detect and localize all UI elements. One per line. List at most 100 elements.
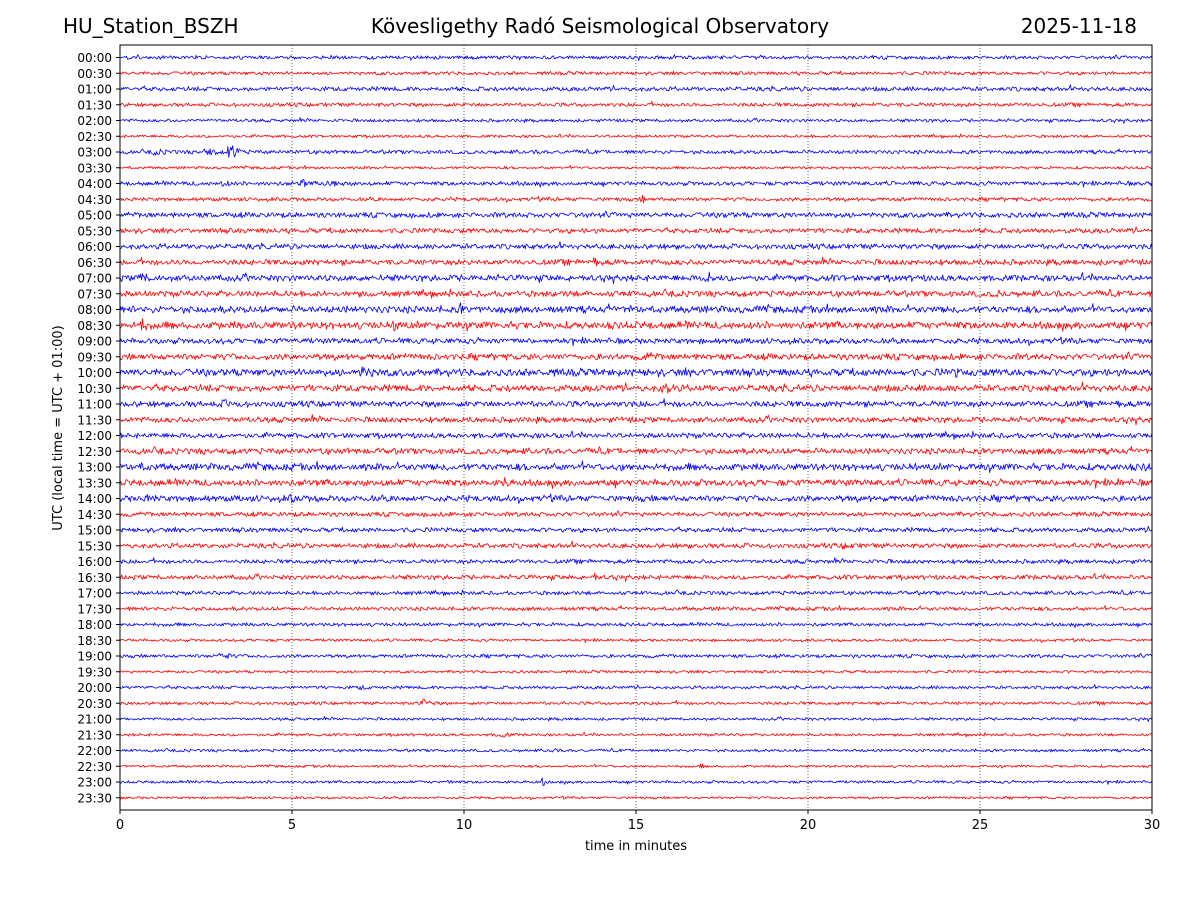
row-time-label: 08:00 bbox=[77, 303, 112, 317]
seismic-trace-1530 bbox=[119, 540, 1153, 550]
station-name: HU_Station_BSZH bbox=[63, 14, 239, 38]
seismic-trace-1100 bbox=[119, 398, 1153, 409]
row-time-label: 20:00 bbox=[77, 681, 112, 695]
row-time-label: 18:30 bbox=[77, 634, 112, 648]
seismic-trace-1500 bbox=[119, 525, 1153, 534]
row-time-label: 03:00 bbox=[77, 146, 112, 160]
seismic-trace-0430 bbox=[119, 194, 1153, 204]
seismic-trace-0100 bbox=[119, 84, 1153, 92]
grid-layer bbox=[291, 45, 981, 810]
row-time-label: 17:30 bbox=[77, 602, 112, 616]
seismic-trace-0200 bbox=[119, 117, 1153, 124]
x-tick-label: 10 bbox=[456, 818, 473, 833]
row-time-label: 23:00 bbox=[77, 776, 112, 790]
row-time-label: 16:00 bbox=[77, 555, 112, 569]
row-time-label: 19:30 bbox=[77, 665, 112, 679]
seismic-trace-1830 bbox=[119, 637, 1153, 644]
seismic-trace-1330 bbox=[119, 477, 1153, 489]
seismic-trace-0230 bbox=[119, 133, 1152, 139]
row-time-label: 14:00 bbox=[77, 492, 112, 506]
row-time-label: 05:00 bbox=[77, 209, 112, 223]
trace-layer bbox=[119, 54, 1153, 801]
seismic-trace-0930 bbox=[119, 351, 1153, 362]
row-time-label: 12:30 bbox=[77, 445, 112, 459]
row-time-label: 17:00 bbox=[77, 587, 112, 601]
row-time-label: 19:00 bbox=[77, 650, 112, 664]
row-time-label: 05:30 bbox=[77, 224, 112, 238]
seismic-trace-0500 bbox=[119, 210, 1153, 219]
row-time-label: 01:00 bbox=[77, 83, 112, 97]
seismic-trace-1130 bbox=[119, 414, 1153, 426]
row-time-label: 11:00 bbox=[77, 398, 112, 412]
row-time-label: 20:30 bbox=[77, 697, 112, 711]
seismic-trace-1000 bbox=[119, 366, 1153, 378]
seismic-trace-0630 bbox=[119, 256, 1153, 267]
seismic-trace-1630 bbox=[119, 572, 1153, 582]
row-time-label: 15:30 bbox=[77, 539, 112, 553]
seismic-trace-0800 bbox=[119, 302, 1153, 315]
row-time-label: 04:00 bbox=[77, 177, 112, 191]
seismic-trace-1230 bbox=[119, 445, 1153, 456]
x-tick-label: 5 bbox=[288, 818, 296, 833]
seismic-trace-2130 bbox=[119, 731, 1153, 738]
row-time-label: 01:30 bbox=[77, 98, 112, 112]
row-time-label: 08:30 bbox=[77, 319, 112, 333]
row-time-label: 03:30 bbox=[77, 161, 112, 175]
seismic-trace-0530 bbox=[119, 226, 1153, 235]
seismic-trace-2000 bbox=[119, 684, 1153, 691]
row-time-label: 10:00 bbox=[77, 366, 112, 380]
x-tick-label: 30 bbox=[1144, 818, 1161, 833]
row-time-label: 22:00 bbox=[77, 744, 112, 758]
row-time-label: 06:30 bbox=[77, 256, 112, 270]
seismic-trace-0900 bbox=[119, 336, 1153, 347]
seismic-trace-0300 bbox=[119, 145, 1153, 158]
row-time-label: 14:30 bbox=[77, 508, 112, 522]
row-time-label: 12:00 bbox=[77, 429, 112, 443]
seismic-trace-0330 bbox=[119, 164, 1153, 171]
seismic-trace-0400 bbox=[119, 179, 1153, 188]
row-time-label: 02:00 bbox=[77, 114, 112, 128]
row-time-label: 02:30 bbox=[77, 130, 112, 144]
x-tick-layer: 0 5 10 15 20 25 30 bbox=[116, 810, 1160, 833]
seismic-trace-0030 bbox=[119, 70, 1153, 76]
x-axis-label: time in minutes bbox=[585, 839, 687, 854]
row-time-label: 21:30 bbox=[77, 728, 112, 742]
seismic-trace-1430 bbox=[119, 510, 1153, 518]
seismic-trace-2330 bbox=[119, 795, 1153, 801]
seismic-trace-1900 bbox=[119, 652, 1153, 659]
x-tick-label: 25 bbox=[972, 818, 989, 833]
plot-date: 2025-11-18 bbox=[1020, 14, 1137, 38]
seismic-trace-0130 bbox=[119, 100, 1153, 108]
row-time-label: 23:30 bbox=[77, 791, 112, 805]
y-axis-label: UTC (local time = UTC + 01:00) bbox=[51, 325, 66, 530]
seismic-trace-0600 bbox=[119, 241, 1153, 250]
seismic-trace-1930 bbox=[119, 669, 1153, 674]
row-time-label: 09:30 bbox=[77, 350, 112, 364]
row-time-label: 15:00 bbox=[77, 524, 112, 538]
row-time-label: 13:30 bbox=[77, 476, 112, 490]
seismic-trace-0000 bbox=[119, 54, 1153, 61]
x-tick-label: 20 bbox=[800, 818, 817, 833]
seismic-trace-2100 bbox=[119, 716, 1153, 723]
x-tick-label: 15 bbox=[628, 818, 645, 833]
seismic-trace-1730 bbox=[119, 605, 1153, 612]
row-time-label: 07:30 bbox=[77, 287, 112, 301]
seismic-trace-2030 bbox=[119, 698, 1153, 706]
observatory-title: Kövesligethy Radó Seismological Observat… bbox=[370, 14, 830, 38]
seismic-trace-1400 bbox=[119, 493, 1153, 504]
row-time-label: 18:00 bbox=[77, 618, 112, 632]
seismic-trace-1030 bbox=[119, 381, 1153, 394]
x-tick-label: 0 bbox=[116, 818, 124, 833]
row-time-label: 06:00 bbox=[77, 240, 112, 254]
row-time-label: 04:30 bbox=[77, 193, 112, 207]
seismic-trace-1200 bbox=[119, 430, 1153, 440]
seismic-trace-0830 bbox=[119, 318, 1153, 332]
seismic-trace-1700 bbox=[119, 589, 1153, 597]
row-time-label: 07:00 bbox=[77, 272, 112, 286]
seismic-trace-2230 bbox=[119, 763, 1153, 769]
row-time-label: 09:00 bbox=[77, 335, 112, 349]
seismic-trace-1800 bbox=[119, 621, 1153, 628]
seismic-trace-2300 bbox=[119, 777, 1153, 787]
